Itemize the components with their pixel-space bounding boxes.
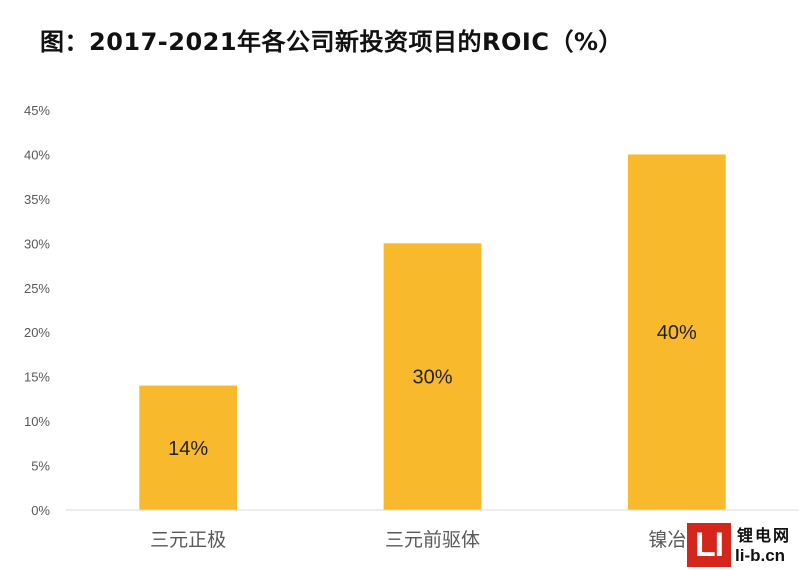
watermark-logo: LI [694,526,724,564]
y-tick-label: 0% [31,503,50,518]
y-tick-label: 30% [24,236,50,251]
bar [139,385,238,510]
data-label: 40% [657,322,697,344]
y-tick-label: 15% [24,370,50,385]
bar [383,243,482,511]
x-tick-label: 三元正极 [150,529,226,551]
watermark-url: li-b.cn [735,546,786,565]
y-tick-label: 10% [24,414,50,429]
data-labels: 14% 30% 40% [168,322,697,460]
y-tick-label: 5% [31,459,50,474]
chart-title: 图：2017-2021年各公司新投资项目的ROIC（%） [40,28,624,56]
x-axis-ticks: 三元正极 三元前驱体 镍冶炼 [150,529,705,551]
data-label: 30% [412,367,452,389]
watermark-logo-box [687,523,731,567]
bars [139,154,726,511]
y-tick-label: 25% [24,281,50,296]
y-axis-ticks: 0% 5% 10% 15% 20% 25% 30% 35% 40% 45% [24,103,50,518]
y-tick-label: 45% [24,103,50,118]
data-label: 14% [168,438,208,460]
y-tick-label: 35% [24,192,50,207]
y-tick-label: 40% [24,147,50,162]
x-tick-label: 三元前驱体 [385,529,480,551]
watermark-name: 锂电网 [737,526,792,545]
bar [627,154,726,510]
y-tick-label: 20% [24,325,50,340]
